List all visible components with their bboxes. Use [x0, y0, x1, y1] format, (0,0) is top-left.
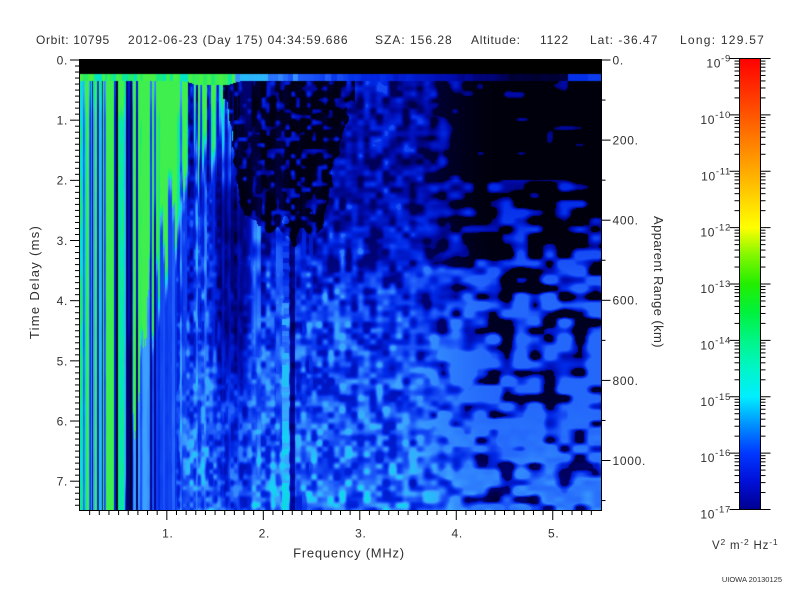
- svg-text:5.: 5.: [548, 527, 559, 541]
- svg-text:Time Delay (ms): Time Delay (ms): [27, 225, 42, 339]
- svg-text:7.: 7.: [57, 475, 68, 489]
- svg-text:Orbit: 10795: Orbit: 10795: [36, 33, 110, 47]
- svg-text:Apparent Range (km): Apparent Range (km): [651, 216, 666, 348]
- svg-text:0.: 0.: [613, 53, 624, 67]
- svg-text:10-13: 10-13: [700, 279, 731, 296]
- svg-text:Frequency (MHz): Frequency (MHz): [293, 546, 405, 561]
- svg-text:4.: 4.: [452, 527, 463, 541]
- svg-text:10-10: 10-10: [700, 110, 731, 127]
- svg-text:2012-06-23 (Day 175) 04:34:59.: 2012-06-23 (Day 175) 04:34:59.686: [128, 33, 349, 47]
- svg-text:Altitude:: Altitude:: [471, 33, 521, 47]
- svg-text:3.: 3.: [57, 234, 68, 248]
- svg-text:10-17: 10-17: [700, 505, 731, 522]
- svg-text:1000.: 1000.: [613, 454, 647, 468]
- svg-text:V2 m-2 Hz-1: V2 m-2 Hz-1: [712, 537, 778, 552]
- svg-text:0.: 0.: [57, 53, 68, 67]
- svg-text:SZA: 156.28: SZA: 156.28: [375, 33, 453, 47]
- svg-text:200.: 200.: [613, 134, 639, 148]
- svg-text:3.: 3.: [355, 527, 366, 541]
- svg-text:1.: 1.: [57, 114, 68, 128]
- svg-text:4.: 4.: [57, 294, 68, 308]
- svg-text:6.: 6.: [57, 414, 68, 428]
- svg-text:Long: 129.57: Long: 129.57: [680, 33, 765, 47]
- svg-text:1122: 1122: [540, 33, 569, 47]
- svg-text:10-14: 10-14: [700, 335, 731, 352]
- svg-text:2.: 2.: [259, 527, 270, 541]
- svg-text:10-9: 10-9: [706, 54, 731, 71]
- svg-text:400.: 400.: [613, 214, 639, 228]
- svg-text:UIOWA 20130125: UIOWA 20130125: [722, 575, 782, 584]
- svg-text:10-15: 10-15: [700, 392, 731, 409]
- svg-text:10-12: 10-12: [700, 223, 731, 240]
- svg-text:2.: 2.: [57, 174, 68, 188]
- svg-text:Lat: -36.47: Lat: -36.47: [590, 33, 658, 47]
- svg-text:10-11: 10-11: [701, 166, 731, 183]
- svg-text:5.: 5.: [57, 354, 68, 368]
- svg-text:1.: 1.: [162, 527, 173, 541]
- svg-text:800.: 800.: [613, 374, 639, 388]
- svg-text:10-16: 10-16: [700, 448, 731, 465]
- svg-text:600.: 600.: [613, 294, 639, 308]
